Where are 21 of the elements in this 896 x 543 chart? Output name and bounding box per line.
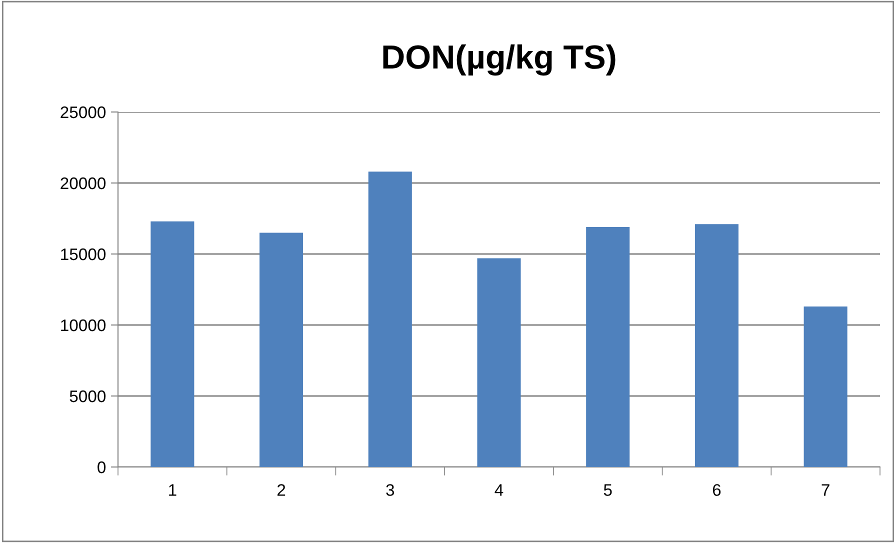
y-tick-label: 5000 — [70, 390, 106, 402]
bar — [368, 172, 412, 467]
x-tick-label: 4 — [494, 484, 504, 496]
bar — [694, 224, 738, 467]
y-tick-label: 20000 — [60, 177, 106, 190]
x-tick-label: 1 — [169, 484, 176, 496]
y-tick-label: 0 — [98, 461, 106, 474]
bar — [586, 227, 630, 467]
y-tick-label: 15000 — [61, 248, 106, 260]
chart-title: DON(µg/kg TS) — [383, 44, 616, 76]
x-tick-label: 7 — [822, 484, 830, 496]
x-tick-label: 3 — [386, 484, 394, 496]
y-tick-label: 25000 — [60, 106, 106, 118]
y-tick-label: 10000 — [61, 319, 106, 332]
bar — [477, 258, 521, 467]
bar — [804, 306, 848, 467]
bar — [260, 232, 304, 467]
bar — [150, 221, 194, 467]
x-tick-label: 6 — [712, 484, 721, 496]
x-tick-label: 2 — [277, 484, 286, 496]
x-tick-label: 5 — [604, 484, 612, 496]
